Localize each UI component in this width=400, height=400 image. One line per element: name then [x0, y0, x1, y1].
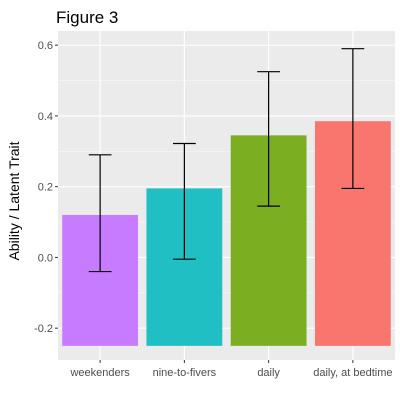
y-tick-label: 0.0 [38, 252, 53, 264]
y-tick-label: -0.2 [34, 323, 53, 335]
y-tick-label: 0.6 [38, 40, 53, 52]
error-bar [173, 142, 196, 260]
chart-title: Figure 3 [56, 8, 118, 27]
error-bar [257, 71, 280, 207]
y-tick-label: 0.2 [38, 182, 53, 194]
x-tick-label: daily, at bedtime [313, 367, 392, 379]
x-tick-label: nine-to-fivers [153, 367, 217, 379]
y-axis-label: Ability / Latent Trait [6, 141, 22, 260]
y-axis: -0.2 0.0 0.2 0.4 0.6 [34, 40, 58, 335]
error-bars-group [88, 48, 365, 273]
error-bar [88, 154, 112, 273]
y-tick-label: 0.4 [38, 111, 53, 123]
x-tick-label: weekenders [69, 367, 130, 379]
x-axis: weekenders nine-to-fivers daily daily, at b… [69, 360, 393, 379]
x-tick-label: daily [257, 367, 280, 379]
error-bar [341, 48, 365, 190]
